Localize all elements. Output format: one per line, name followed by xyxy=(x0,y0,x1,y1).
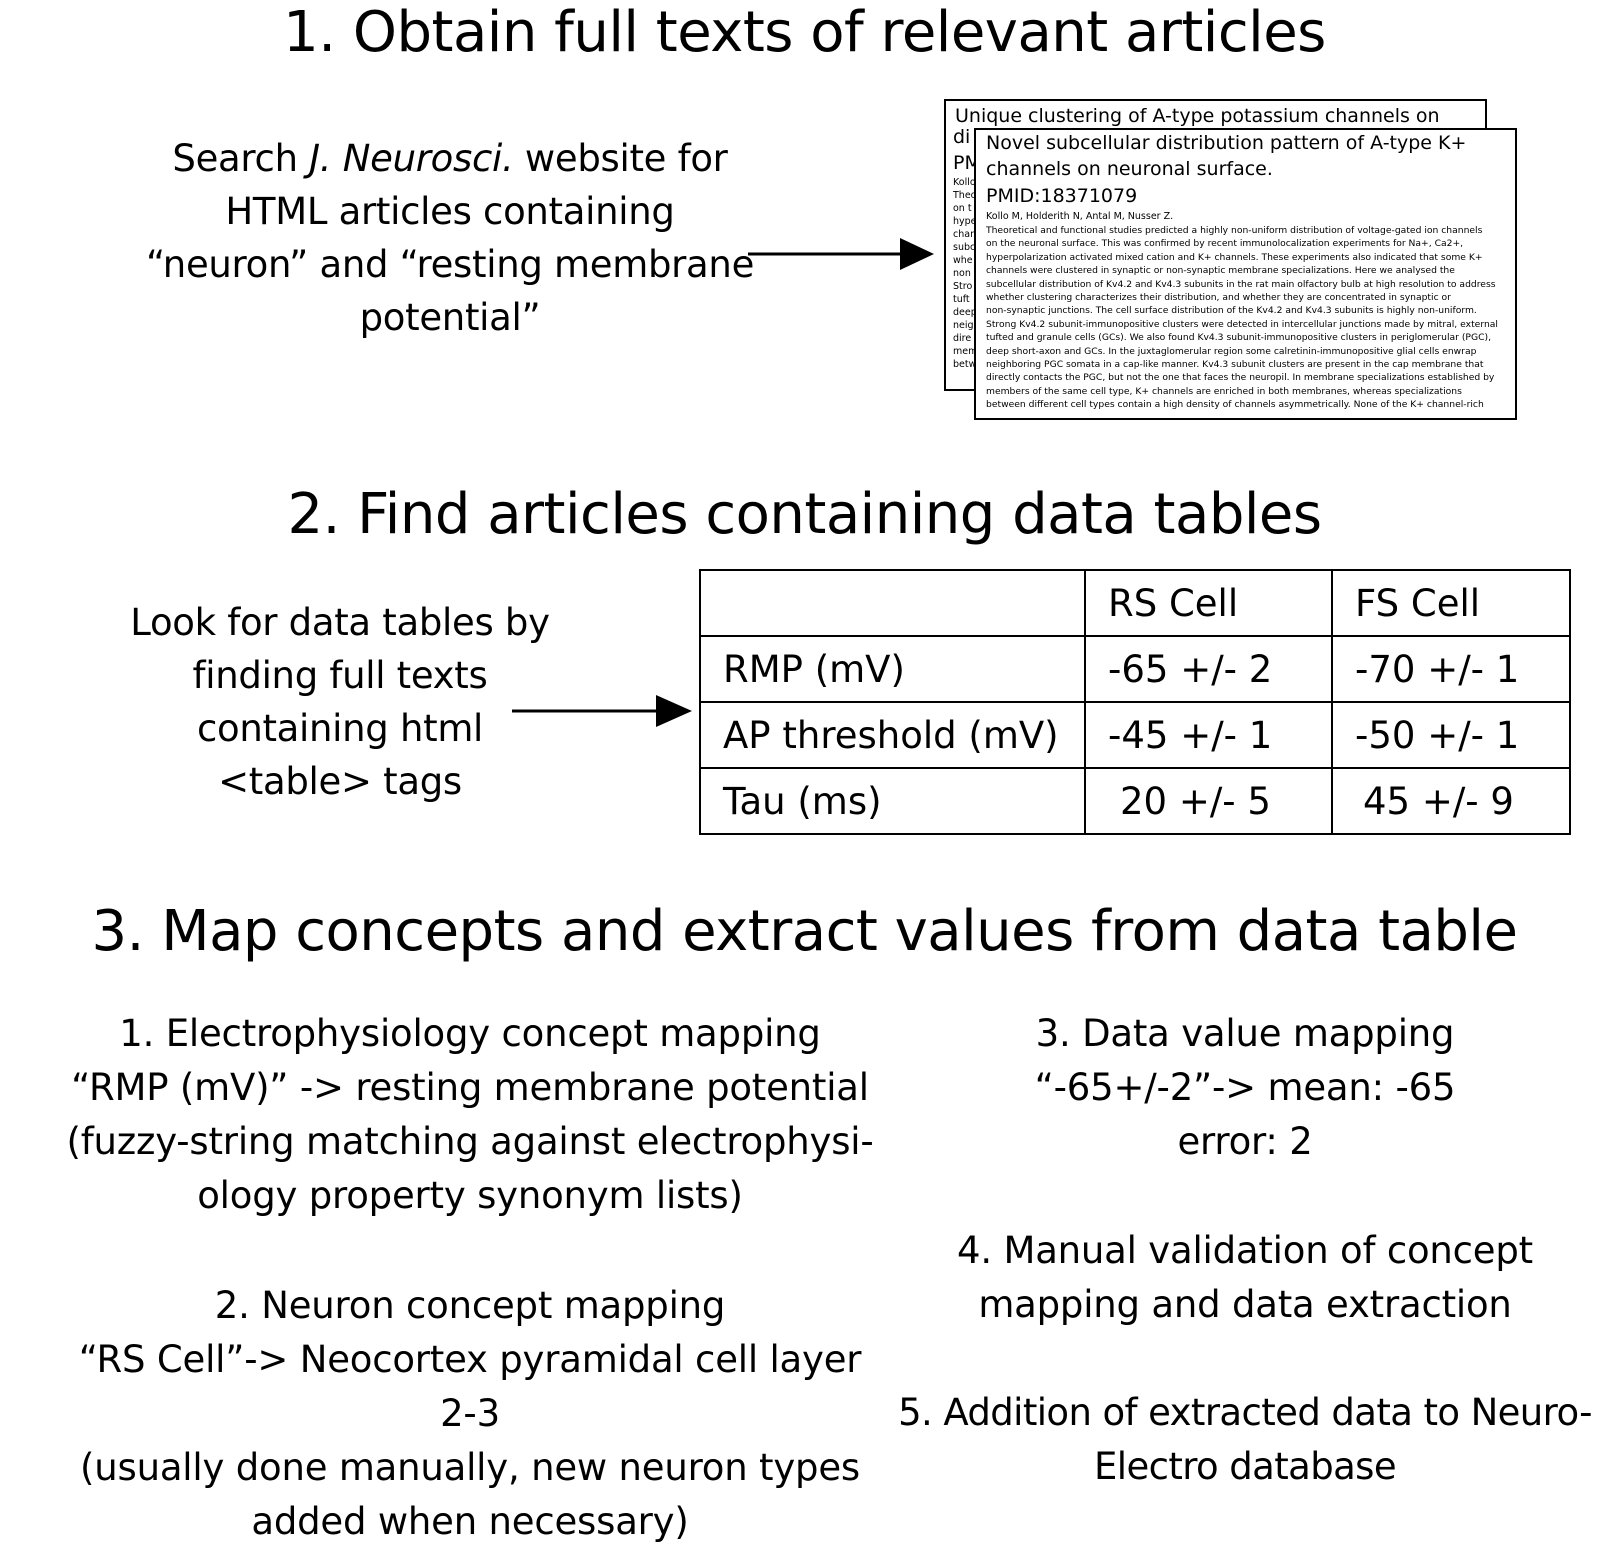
sliver-line: dire xyxy=(953,333,972,344)
item3-line: 3. Data value mapping xyxy=(1035,1012,1455,1055)
step1-description: Search J. Neurosci. website for HTML art… xyxy=(110,132,790,344)
step3-item5: 5. Addition of extracted data to Neuro- … xyxy=(880,1386,1609,1494)
sliver-line: mem xyxy=(953,346,974,357)
step2-arrow xyxy=(512,695,692,727)
step2-desc-line: finding full texts xyxy=(192,654,488,697)
table-cell: 45 +/- 9 xyxy=(1331,767,1571,835)
item3-line: “-65+/-2”-> mean: -65 xyxy=(1034,1066,1456,1109)
step3-item4: 4. Manual validation of concept mapping … xyxy=(880,1224,1609,1332)
abstract-line: neighboring PGC somata in a cap-like man… xyxy=(986,359,1484,371)
table-cell: 20 +/- 5 xyxy=(1084,767,1333,835)
front-article-authors: Kollo M, Holderith N, Antal M, Nusser Z. xyxy=(986,211,1174,222)
step2-description: Look for data tables by finding full tex… xyxy=(40,596,640,808)
abstract-line: hyperpolarization activated mixed cation… xyxy=(986,251,1483,263)
back-article-title: Unique clustering of A-type potassium ch… xyxy=(955,105,1440,127)
item4-line: mapping and data extraction xyxy=(978,1283,1512,1326)
abstract-line: subcellular distribution of Kv4.2 and Kv… xyxy=(986,278,1496,290)
sliver-line: on t xyxy=(953,203,972,214)
sliver-line: hype xyxy=(953,216,974,227)
front-article-card: Novel subcellular distribution pattern o… xyxy=(974,128,1517,420)
item5-line: Electro database xyxy=(1093,1445,1397,1488)
table-row: RMP (mV) -65 +/- 2 -70 +/- 1 xyxy=(699,635,1571,703)
step1-heading: 1. Obtain full texts of relevant article… xyxy=(283,0,1326,65)
table-cell: RMP (mV) xyxy=(699,635,1086,703)
step1-desc-line3: “neuron” and “resting membrane xyxy=(145,243,755,286)
item5-line: 5. Addition of extracted data to Neuro- xyxy=(898,1391,1592,1434)
table-cell: -70 +/- 1 xyxy=(1331,635,1571,703)
sliver-line: Kollo xyxy=(953,177,974,188)
sliver-line: deep xyxy=(953,307,974,318)
table-cell: -50 +/- 1 xyxy=(1331,701,1571,769)
step3-heading: 3. Map concepts and extract values from … xyxy=(91,899,1518,964)
step1-arrow xyxy=(748,238,934,270)
step3-item1: 1. Electrophysiology concept mapping “RM… xyxy=(30,1007,910,1223)
table-cell: AP threshold (mV) xyxy=(699,701,1086,769)
abstract-line: tufted and granule cells (GCs). We also … xyxy=(986,332,1491,344)
step1-desc-suffix: website for xyxy=(513,137,728,180)
step1-desc-line2: HTML articles containing xyxy=(225,190,675,233)
front-article-pmid: PMID:18371079 xyxy=(986,185,1138,207)
front-article-abstract: Theoretical and functional studies predi… xyxy=(986,224,1515,412)
item4-line: 4. Manual validation of concept xyxy=(957,1229,1533,1272)
item1-line: “RMP (mV)” -> resting membrane potential xyxy=(71,1066,869,1109)
sliver-line: chan xyxy=(953,229,974,240)
step3-item3: 3. Data value mapping “-65+/-2”-> mean: … xyxy=(880,1007,1609,1169)
step1-desc-line4: potential” xyxy=(359,296,541,339)
sliver-line: Theo xyxy=(953,190,974,201)
step2-desc-line: <table> tags xyxy=(218,760,462,803)
abstract-line: Theoretical and functional studies predi… xyxy=(986,225,1483,236)
table-header-row: RS Cell FS Cell xyxy=(699,569,1571,637)
table-cell: -45 +/- 1 xyxy=(1084,701,1333,769)
item3-line: error: 2 xyxy=(1177,1120,1313,1163)
abstract-line: non-synaptic junctions. The cell surface… xyxy=(986,305,1477,317)
step3-item2: 2. Neuron concept mapping “RS Cell”-> Ne… xyxy=(30,1279,910,1549)
sliver-line: subc xyxy=(953,242,974,253)
item2-line: 2-3 xyxy=(440,1392,500,1435)
sliver-line: tuft xyxy=(953,294,970,305)
item1-line: (fuzzy-string matching against electroph… xyxy=(66,1120,874,1163)
sliver-line: PM xyxy=(953,152,974,174)
abstract-line: members of the same cell type, K+ channe… xyxy=(986,385,1462,397)
front-article-title-1: Novel subcellular distribution pattern o… xyxy=(986,132,1467,154)
sliver-line: betw xyxy=(953,359,974,370)
table-cell: Tau (ms) xyxy=(699,767,1086,835)
step2-heading: 2. Find articles containing data tables xyxy=(287,482,1322,547)
sliver-line: whe xyxy=(953,255,973,266)
step2-desc-line: Look for data tables by xyxy=(130,601,550,644)
journal-name: J. Neurosci. xyxy=(309,137,514,180)
item2-line: 2. Neuron concept mapping xyxy=(214,1284,726,1327)
step2-desc-line: containing html xyxy=(196,707,484,750)
item1-line: 1. Electrophysiology concept mapping xyxy=(119,1012,821,1055)
data-table: RS Cell FS Cell RMP (mV) -65 +/- 2 -70 +… xyxy=(699,569,1571,835)
item1-line: ology property synonym lists) xyxy=(197,1174,743,1217)
item2-line: (usually done manually, new neuron types xyxy=(80,1446,860,1489)
abstract-line: between different cell types contain a h… xyxy=(986,399,1484,411)
front-article-title-2: channels on neuronal surface. xyxy=(986,158,1273,180)
item2-line: “RS Cell”-> Neocortex pyramidal cell lay… xyxy=(78,1338,862,1381)
table-row: AP threshold (mV) -45 +/- 1 -50 +/- 1 xyxy=(699,701,1571,769)
table-header-cell: RS Cell xyxy=(1084,569,1333,637)
table-header-cell: FS Cell xyxy=(1331,569,1571,637)
table-row: Tau (ms) 20 +/- 5 45 +/- 9 xyxy=(699,767,1571,835)
sliver-line: neig xyxy=(953,320,974,331)
back-article-sliver: di PM Kollo Theo on t hype chan subc whe… xyxy=(944,124,974,380)
sliver-line: non xyxy=(953,268,971,279)
step1-desc-prefix: Search xyxy=(172,137,310,180)
sliver-line: Stro xyxy=(953,281,973,292)
abstract-line: whether clustering characterizes their d… xyxy=(986,292,1451,304)
table-header-cell xyxy=(699,569,1086,637)
abstract-line: directly contacts the PGC, but not the o… xyxy=(986,372,1495,384)
abstract-line: Strong Kv4.2 subunit-immunopositive clus… xyxy=(986,318,1498,330)
abstract-line: deep short-axon and GCs. In the juxtaglo… xyxy=(986,345,1477,357)
table-cell: -65 +/- 2 xyxy=(1084,635,1333,703)
item2-line: added when necessary) xyxy=(251,1500,689,1543)
abstract-line: channels were clustered in synaptic or n… xyxy=(986,265,1455,277)
abstract-line: on the neuronal surface. This was confir… xyxy=(986,238,1464,250)
sliver-line: di xyxy=(953,126,971,148)
